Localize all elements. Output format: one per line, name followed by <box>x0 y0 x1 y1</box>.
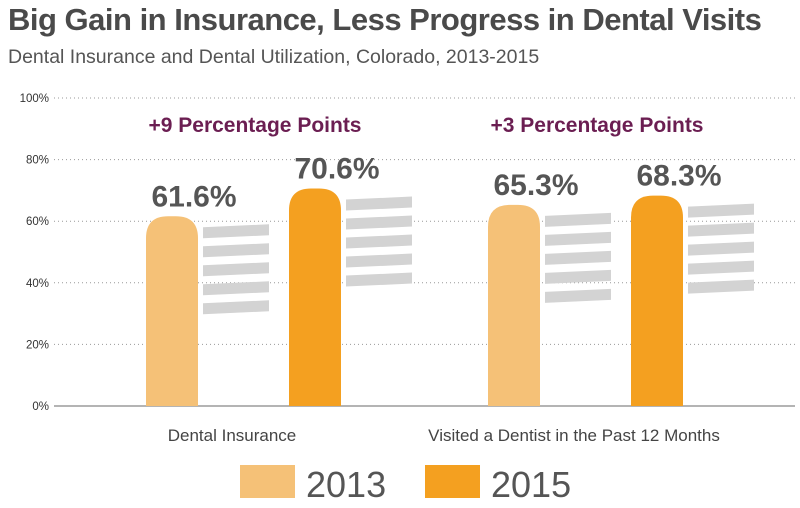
toothbrush-bristle <box>688 203 754 218</box>
data-label: 61.6% <box>151 180 236 213</box>
toothbrush-bristle <box>688 222 754 237</box>
toothbrush-bristle <box>688 241 754 256</box>
y-tick-label: 80% <box>26 155 49 167</box>
legend-swatch-2013 <box>240 465 295 498</box>
y-tick-label: 40% <box>26 278 49 290</box>
legend-label-2013: 2013 <box>306 464 386 505</box>
toothbrush-bristle <box>346 253 412 268</box>
y-tick-label: 60% <box>26 216 49 228</box>
y-tick-label: 100% <box>20 93 49 105</box>
chart-title: Big Gain in Insurance, Less Progress in … <box>8 2 762 37</box>
data-label: 65.3% <box>493 169 578 202</box>
bar-2013-dentist-visit <box>488 204 540 406</box>
toothbrush-bristle <box>203 300 269 315</box>
toothbrush-bristle <box>203 262 269 277</box>
legend-swatch-2015 <box>425 465 480 498</box>
data-label: 68.3% <box>636 160 721 193</box>
toothbrush-bristle <box>346 215 412 230</box>
toothbrush-bristle <box>545 269 611 284</box>
toothbrush-bristle <box>346 196 412 211</box>
bar-2015-insurance <box>289 188 341 406</box>
chart-subtitle: Dental Insurance and Dental Utilization,… <box>8 46 540 68</box>
change-annotation: +9 Percentage Points <box>148 114 361 137</box>
legend-label-2015: 2015 <box>491 464 571 505</box>
toothbrush-bristle <box>688 260 754 275</box>
toothbrush-bristle <box>545 288 611 303</box>
data-label: 70.6% <box>294 153 379 186</box>
change-annotation: +3 Percentage Points <box>490 114 703 137</box>
toothbrush-bristle <box>545 212 611 227</box>
toothbrush-bristle <box>688 279 754 294</box>
x-category-label: Dental Insurance <box>168 426 297 445</box>
toothbrush-bristle <box>545 231 611 246</box>
x-category-label: Visited a Dentist in the Past 12 Months <box>428 426 720 445</box>
y-tick-label: 20% <box>26 339 49 351</box>
toothbrush-bristle <box>346 272 412 287</box>
toothbrush-bristle <box>203 281 269 296</box>
toothbrush-bristle <box>545 250 611 265</box>
toothbrush-bristle <box>203 224 269 239</box>
bar-2015-dentist-visit <box>631 195 683 406</box>
bar-2013-insurance <box>146 216 198 406</box>
y-tick-label: 0% <box>32 401 49 413</box>
toothbrush-bristle <box>346 234 412 249</box>
toothbrush-bristle <box>203 243 269 258</box>
